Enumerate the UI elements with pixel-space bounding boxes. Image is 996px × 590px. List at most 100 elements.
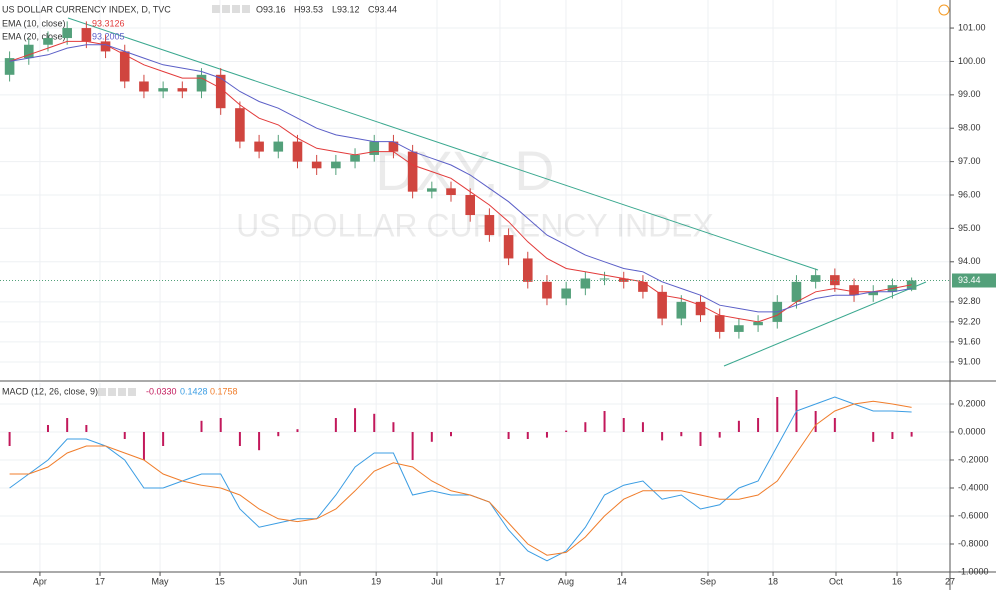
- y-tick-label: 91.00: [958, 356, 981, 366]
- candle-body: [810, 275, 821, 282]
- candle-body: [292, 141, 303, 162]
- candle-body: [446, 188, 456, 196]
- candle-body: [23, 44, 34, 59]
- x-tick-label: 14: [617, 576, 627, 586]
- candle-body: [599, 278, 610, 280]
- legend-value: 93.2005: [92, 31, 125, 41]
- candle-body: [868, 291, 879, 296]
- x-tick-label: 17: [495, 576, 505, 586]
- candle-body: [465, 195, 475, 216]
- candle-body: [427, 188, 437, 192]
- candle-body: [119, 51, 130, 82]
- ohlc-close: C93.44: [368, 4, 397, 14]
- y-tick-label: 0.2000: [958, 398, 986, 408]
- candle-body: [81, 28, 92, 42]
- y-tick-label: 101.00: [958, 22, 986, 32]
- candle-body: [580, 278, 591, 289]
- signal-value: 0.1758: [210, 386, 238, 396]
- series-line: [9, 44, 912, 313]
- candle-body: [714, 315, 725, 332]
- candle-body: [695, 301, 706, 316]
- candle-body: [215, 74, 226, 109]
- candle-body: [100, 41, 111, 52]
- header-icons: [212, 5, 250, 13]
- watermark-symbol: DXY, D: [375, 139, 554, 202]
- candle-body: [753, 321, 763, 326]
- y-tick-label: -1.0000: [958, 566, 989, 576]
- y-tick-label: 99.00: [958, 89, 981, 99]
- candle-body: [484, 215, 495, 236]
- candle-body: [62, 28, 72, 39]
- y-tick-label: 0.0000: [958, 426, 986, 436]
- candle-body: [331, 161, 341, 169]
- series-line: [9, 400, 912, 556]
- x-tick-label: Oct: [829, 576, 844, 586]
- x-tick-label: Jul: [431, 576, 443, 586]
- last-price-tag: [952, 273, 996, 288]
- x-tick-label: 16: [892, 576, 902, 586]
- macd-icons: [98, 388, 136, 396]
- candle-body: [791, 281, 802, 302]
- candle-body: [254, 141, 264, 152]
- y-tick-label: -0.8000: [958, 538, 989, 548]
- series-line: [9, 40, 912, 323]
- y-tick-label: 97.00: [958, 156, 981, 166]
- candle-body: [503, 235, 514, 259]
- ohlc-low: L93.12: [332, 4, 360, 14]
- legend-label: EMA (20, close): [2, 31, 66, 41]
- candle-body: [43, 38, 53, 45]
- y-tick-label: 98.00: [958, 123, 981, 133]
- chart-title: US DOLLAR CURRENCY INDEX, D, TVC: [2, 4, 171, 14]
- y-tick-label: 92.80: [958, 296, 981, 306]
- x-tick-label: Aug: [558, 576, 574, 586]
- candle-body: [676, 301, 687, 319]
- candle-body: [273, 141, 284, 152]
- candle-body: [388, 141, 399, 152]
- y-tick-label: -0.2000: [958, 454, 989, 464]
- x-tick-label: 19: [371, 576, 381, 586]
- candle-body: [561, 288, 571, 299]
- ohlc-high: H93.53: [294, 4, 323, 14]
- y-tick-label: 96.00: [958, 189, 981, 199]
- x-tick-label: Apr: [33, 576, 47, 586]
- legend-value: 93.3126: [92, 18, 125, 28]
- y-tick-label: 100.00: [958, 56, 986, 66]
- candle-body: [618, 278, 629, 282]
- macd-value: 0.1428: [180, 386, 208, 396]
- x-tick-label: 18: [768, 576, 778, 586]
- candle-body: [311, 161, 322, 169]
- candle-body: [542, 281, 552, 299]
- x-tick-label: Sep: [700, 576, 716, 586]
- candle-body: [4, 58, 15, 75]
- candle-body: [407, 151, 418, 192]
- candle-body: [196, 74, 207, 92]
- candle-body: [177, 88, 188, 92]
- candle-body: [139, 81, 149, 92]
- alert-icon[interactable]: [938, 4, 950, 16]
- candle-body: [638, 281, 648, 292]
- x-tick-label: 27: [945, 576, 955, 586]
- candle-body: [350, 154, 360, 162]
- x-tick-label: 15: [215, 576, 225, 586]
- candle-body: [235, 108, 245, 142]
- x-tick-label: 17: [95, 576, 105, 586]
- hist-value: -0.0330: [146, 386, 177, 396]
- y-tick-label: 95.00: [958, 223, 981, 233]
- last-price-label: 93.44: [958, 275, 981, 285]
- y-tick-label: 94.00: [958, 256, 981, 266]
- candle-body: [369, 141, 380, 155]
- trend-line[interactable]: [67, 17, 819, 271]
- x-tick-label: Jun: [293, 576, 308, 586]
- candle-body: [849, 285, 859, 296]
- y-tick-label: 91.60: [958, 336, 981, 346]
- macd-title: MACD (12, 26, close, 9): [2, 386, 98, 396]
- candle-body: [522, 258, 533, 282]
- y-tick-label: -0.4000: [958, 482, 989, 492]
- candle-body: [734, 325, 744, 332]
- ohlc-open: O93.16: [256, 4, 286, 14]
- x-tick-label: May: [152, 576, 170, 586]
- y-tick-label: 92.20: [958, 316, 981, 326]
- series-line: [9, 396, 912, 562]
